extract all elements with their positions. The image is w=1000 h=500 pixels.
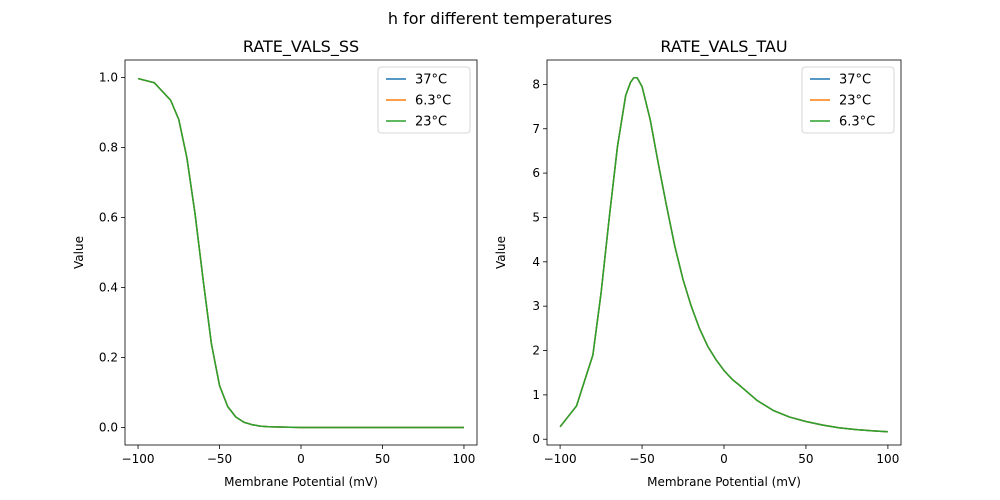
x-axis-label: Membrane Potential (mV) <box>647 475 801 489</box>
legend-label: 6.3°C <box>839 115 875 130</box>
plot-rate-vals-ss: RATE_VALS_SS −100 −50 0 50 100 0.0 0.2 0.4 0.6 0.8… <box>72 37 478 489</box>
plot-rate-vals-tau: RATE_VALS_TAU −100 −50 0 50 100 0 1 2 3 4 5 6 7 8 Membr… <box>494 37 902 489</box>
y-tick-label: 0.6 <box>99 211 118 225</box>
x-tick-label: −100 <box>122 452 155 466</box>
y-tick-label: 0.4 <box>99 281 118 295</box>
x-tick-label: −50 <box>629 452 654 466</box>
legend-label: 6.3°C <box>415 94 451 109</box>
legend-label: 23°C <box>839 94 871 109</box>
x-tick-label: 0 <box>297 452 305 466</box>
x-tick-label: −100 <box>544 452 577 466</box>
legend-label: 23°C <box>415 115 447 130</box>
y-tick-label: 0.0 <box>99 421 118 435</box>
x-tick-label: 0 <box>720 452 728 466</box>
plot-title: RATE_VALS_TAU <box>660 37 787 57</box>
y-tick-label: 2 <box>532 344 540 358</box>
x-tick-label: −50 <box>207 452 232 466</box>
plot-title: RATE_VALS_SS <box>243 37 359 57</box>
y-tick-label: 0.8 <box>99 141 118 155</box>
y-tick-label: 3 <box>532 299 540 313</box>
x-tick-label: 100 <box>453 452 476 466</box>
y-tick-label: 5 <box>532 210 540 224</box>
series-line-2 <box>559 76 888 433</box>
y-axis-label: Value <box>494 236 508 269</box>
x-axis-label: Membrane Potential (mV) <box>224 475 378 489</box>
legend-box <box>801 66 895 134</box>
y-tick-label: 7 <box>532 122 540 136</box>
x-tick-label: 50 <box>375 452 390 466</box>
y-tick-label: 6 <box>532 166 540 180</box>
x-tick-label: 50 <box>798 452 813 466</box>
legend-label: 37°C <box>839 73 871 88</box>
legend-box <box>377 66 471 134</box>
y-axis-label: Value <box>72 236 86 269</box>
x-tick-label: 100 <box>876 452 899 466</box>
y-tick-label: 0.2 <box>99 351 118 365</box>
series-line-2 <box>137 77 464 429</box>
figure-title: h for different temperatures <box>388 9 612 28</box>
y-tick-label: 4 <box>532 255 540 269</box>
y-tick-label: 0 <box>532 432 540 446</box>
y-tick-label: 1.0 <box>99 71 118 85</box>
legend-label: 37°C <box>415 73 447 88</box>
y-tick-label: 8 <box>532 77 540 91</box>
y-tick-label: 1 <box>532 388 540 402</box>
